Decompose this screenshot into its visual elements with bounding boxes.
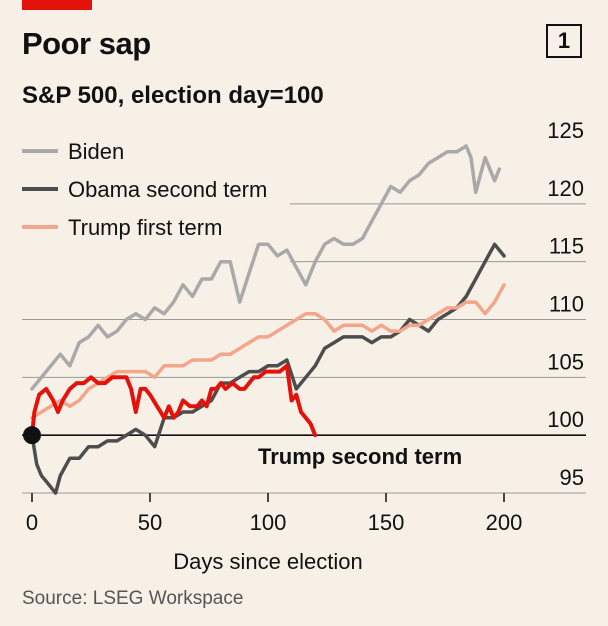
election-day-dot (23, 426, 41, 445)
series-line-trump-first-term (30, 283, 506, 420)
x-axis: 0 50 100 150 200 Days since election (26, 493, 522, 574)
annotation-trump-second-term: Trump second term (258, 444, 462, 469)
y-tick-label-125: 125 (547, 118, 584, 143)
legend-label-trump-first-term: Trump first term (68, 215, 222, 240)
series-line-trump-second-term (30, 363, 318, 438)
x-tick-label-100: 100 (250, 510, 287, 535)
y-tick-label-120: 120 (547, 176, 584, 201)
x-tick-label-200: 200 (486, 510, 523, 535)
x-tick-label-150: 150 (368, 510, 405, 535)
legend-label-obama-second-term: Obama second term (68, 177, 267, 202)
x-tick-label-50: 50 (138, 510, 162, 535)
chart-title: Poor sap (22, 26, 151, 61)
y-axis: 95 100 105 110 115 120 125 (547, 118, 584, 490)
x-axis-label: Days since election (173, 549, 363, 574)
legend: Biden Obama second term Trump first term (22, 139, 267, 240)
annotations: Trump second term (258, 444, 462, 469)
y-tick-label-110: 110 (549, 292, 584, 317)
y-tick-label-100: 100 (547, 407, 584, 432)
series-lines (23, 144, 506, 495)
series-line-biden (30, 144, 502, 391)
chart-subtitle: S&P 500, election day=100 (22, 82, 324, 109)
brand-red-bar (22, 0, 92, 10)
y-tick-label-115: 115 (549, 234, 584, 259)
source-note: Source: LSEG Workspace (22, 588, 244, 609)
y-tick-label-95: 95 (560, 465, 584, 490)
chart-number-badge: 1 (546, 24, 582, 58)
x-tick-label-0: 0 (26, 510, 38, 535)
legend-label-biden: Biden (68, 139, 124, 164)
y-tick-label-105: 105 (547, 349, 584, 374)
